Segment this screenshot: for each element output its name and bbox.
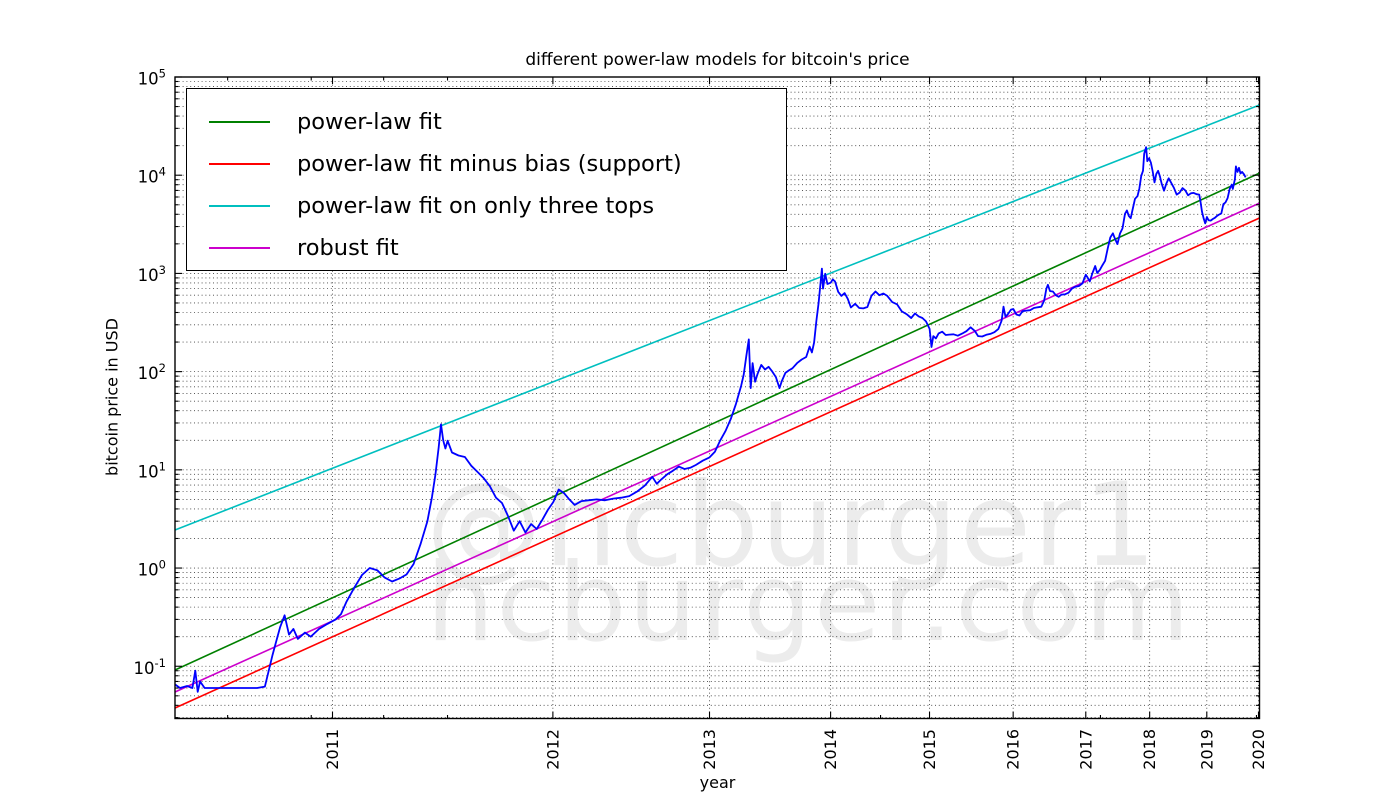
y-tick-label: 101 [138,459,166,481]
legend-label: robust fit [297,234,399,261]
x-tick-labels: 2011 2012 2013 2014 2015 2016 2017 2018 2019 2020 [323,729,1268,770]
x-tick-label: 2015 [920,729,939,770]
legend-swatch [209,205,270,207]
y-tick-labels: 105 104 103 102 101 100 10-1 [134,67,166,678]
fit-line [174,217,1260,709]
x-tick-label: 2018 [1140,729,1159,770]
price-line [174,146,1247,693]
x-tick-label: 2014 [821,729,840,770]
y-tick-label: 104 [138,165,166,187]
legend-item: power-law fit minus bias (support) [209,143,786,185]
y-tick-label: 102 [138,361,166,383]
y-tick-label: 103 [138,263,166,285]
legend-swatch [209,163,270,165]
legend-swatch [209,247,270,249]
x-tick-label: 2017 [1076,729,1095,770]
watermark-line1: @hcburger1 [426,458,1159,593]
fit-line [174,104,1260,531]
legend-item: power-law fit [209,101,786,143]
chart-title: different power-law models for bitcoin's… [525,50,910,70]
x-tick-label: 2011 [323,729,342,770]
x-tick-label: 2012 [543,729,562,770]
legend-label: power-law fit [297,108,442,135]
x-axis-label: year [699,773,736,792]
legend-item: robust fit [209,227,786,269]
x-tick-label: 2019 [1197,729,1216,770]
legend: power-law fit power-law fit minus bias (s… [186,88,787,271]
fit-line [174,172,1260,671]
legend-label: power-law fit minus bias (support) [297,150,682,177]
y-axis-label: bitcoin price in USD [102,318,122,476]
legend-swatch [209,121,270,123]
legend-label: power-law fit on only three tops [297,192,655,219]
x-tick-label: 2020 [1249,729,1268,770]
y-tick-label: 100 [138,558,166,580]
x-tick-label: 2016 [1004,729,1023,770]
tick-marks [175,76,1260,719]
plot-border [174,76,1261,720]
legend-item: power-law fit on only three tops [209,185,786,227]
y-tick-label: 10-1 [134,656,166,678]
x-tick-label: 2013 [700,729,719,770]
y-tick-label: 105 [138,67,166,89]
